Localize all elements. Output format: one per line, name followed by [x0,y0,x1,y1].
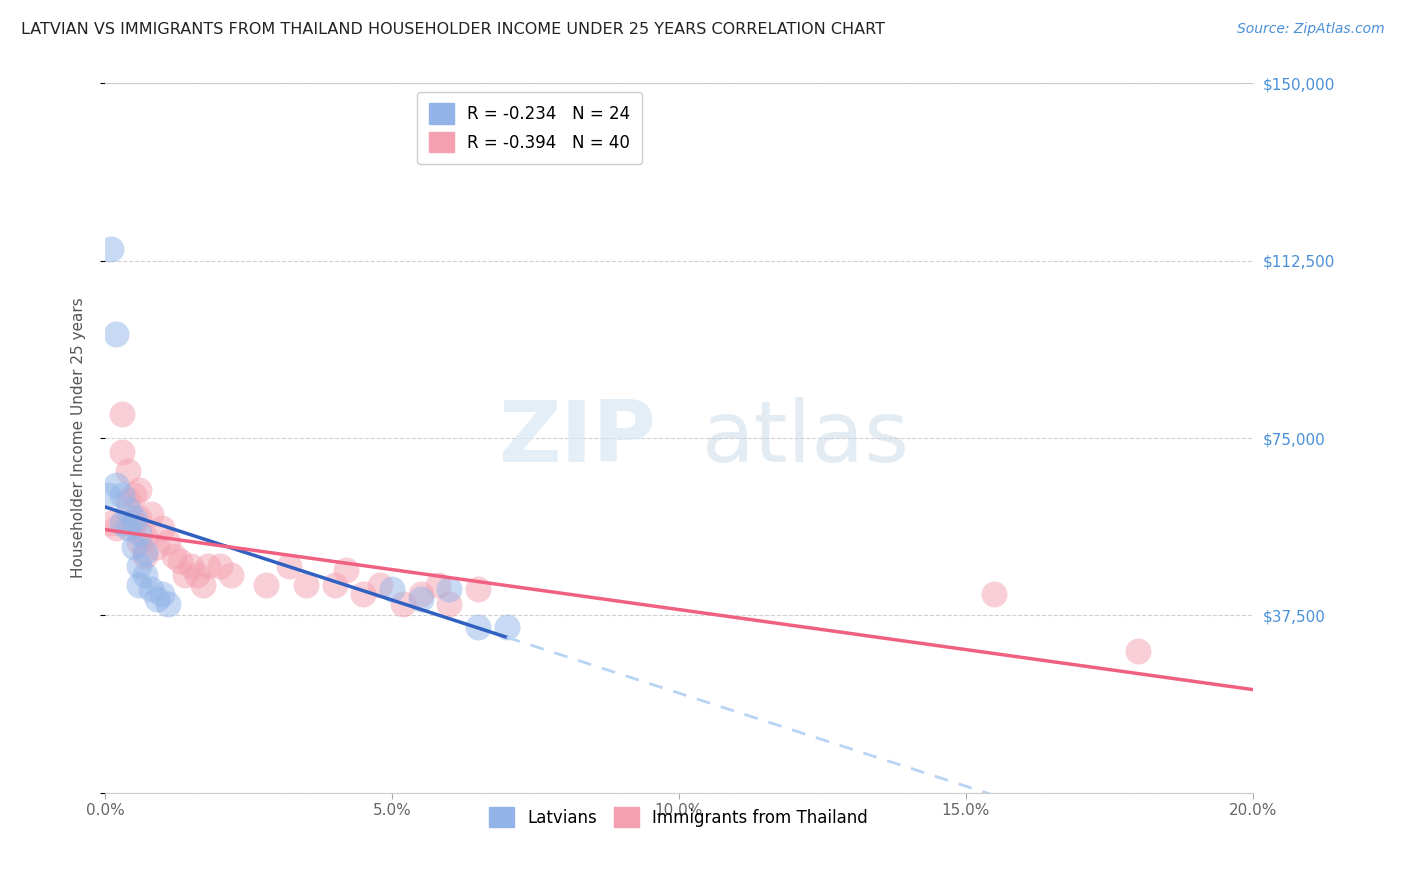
Point [157,597,180,611]
Point [128,525,150,540]
Point [122,540,145,554]
Point [105,326,128,341]
Point [122,511,145,525]
Point [105,521,128,535]
Point [105,478,128,492]
Point [163,549,186,564]
Point [145,540,167,554]
Point [145,591,167,606]
Point [467,620,489,634]
Point [117,492,139,507]
Point [495,620,517,634]
Point [426,577,449,591]
Point [139,582,162,597]
Point [169,554,191,568]
Point [254,577,277,591]
Point [128,558,150,573]
Point [100,242,122,256]
Text: atlas: atlas [702,397,910,480]
Point [134,568,156,582]
Point [197,558,219,573]
Point [439,597,461,611]
Point [191,577,214,591]
Point [174,568,197,582]
Text: Source: ZipAtlas.com: Source: ZipAtlas.com [1237,22,1385,37]
Point [122,516,145,530]
Point [295,577,318,591]
Point [1126,644,1149,658]
Point [323,577,346,591]
Point [409,591,432,606]
Point [111,408,134,422]
Point [128,483,150,497]
Point [134,544,156,558]
Point [983,587,1005,601]
Point [139,507,162,521]
Point [439,582,461,597]
Point [335,563,357,577]
Point [186,568,208,582]
Point [370,577,392,591]
Text: ZIP: ZIP [498,397,655,480]
Point [134,549,156,564]
Point [157,535,180,549]
Point [111,445,134,459]
Point [111,516,134,530]
Point [100,516,122,530]
Point [467,582,489,597]
Point [381,582,404,597]
Point [219,568,242,582]
Point [150,587,173,601]
Point [277,558,299,573]
Point [180,558,202,573]
Point [97,488,120,502]
Point [392,597,415,611]
Point [409,587,432,601]
Point [117,521,139,535]
Legend: Latvians, Immigrants from Thailand: Latvians, Immigrants from Thailand [482,800,875,834]
Point [111,488,134,502]
Point [352,587,374,601]
Point [134,530,156,544]
Point [128,577,150,591]
Point [150,521,173,535]
Point [208,558,231,573]
Point [128,511,150,525]
Point [122,488,145,502]
Text: LATVIAN VS IMMIGRANTS FROM THAILAND HOUSEHOLDER INCOME UNDER 25 YEARS CORRELATIO: LATVIAN VS IMMIGRANTS FROM THAILAND HOUS… [21,22,886,37]
Point [117,502,139,516]
Point [128,535,150,549]
Point [117,464,139,478]
Y-axis label: Householder Income Under 25 years: Householder Income Under 25 years [72,298,86,578]
